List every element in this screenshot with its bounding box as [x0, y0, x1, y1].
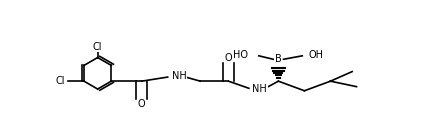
Text: HO: HO — [233, 50, 248, 60]
Text: O: O — [225, 53, 232, 63]
Text: OH: OH — [309, 50, 324, 60]
Text: Cl: Cl — [93, 42, 102, 52]
Text: Cl: Cl — [56, 76, 65, 86]
Text: NH: NH — [252, 84, 267, 94]
Text: NH: NH — [172, 71, 187, 81]
Text: O: O — [138, 99, 145, 109]
Text: B: B — [275, 54, 282, 64]
